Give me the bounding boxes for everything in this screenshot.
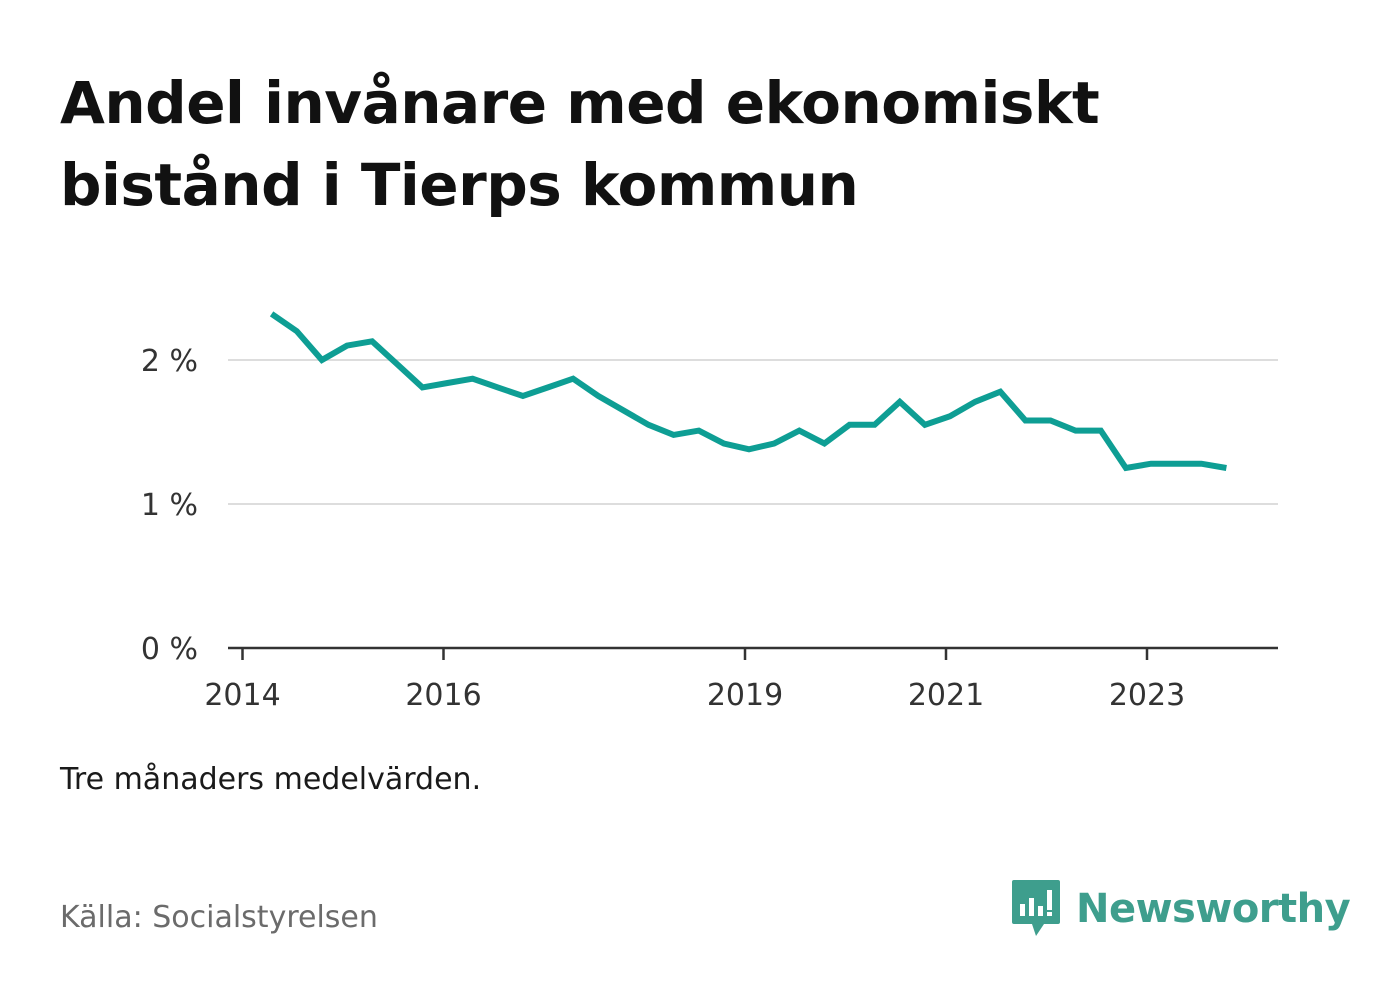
newsworthy-brand[interactable]: Newsworthy [1010,878,1351,940]
series-layer [269,311,1227,472]
y-tick-label: 1 % [141,488,198,523]
chart-title: Andel invånare med ekonomiskt bistånd i … [60,69,1100,219]
newsworthy-logo-icon [1012,880,1060,936]
source-credit: Källa: Socialstyrelsen [60,900,378,935]
x-tick-label: 2016 [405,678,481,713]
x-tick-label: 2014 [204,678,280,713]
x-tick-label: 2023 [1109,678,1185,713]
x-tick-label: 2021 [908,678,984,713]
chart-note: Tre månaders medelvärden. [60,762,482,797]
series-line [269,311,1227,472]
y-axis-labels: 0 % 1 % 2 % [141,344,198,667]
x-axis-labels: 2014 2016 2019 2021 2023 [204,678,1185,713]
grid-lines [228,359,1278,505]
brand-name: Newsworthy [1076,886,1351,932]
x-tick-label: 2019 [707,678,783,713]
y-tick-label: 2 % [141,344,198,379]
x-axis [228,646,1278,660]
y-tick-label: 0 % [141,632,198,667]
